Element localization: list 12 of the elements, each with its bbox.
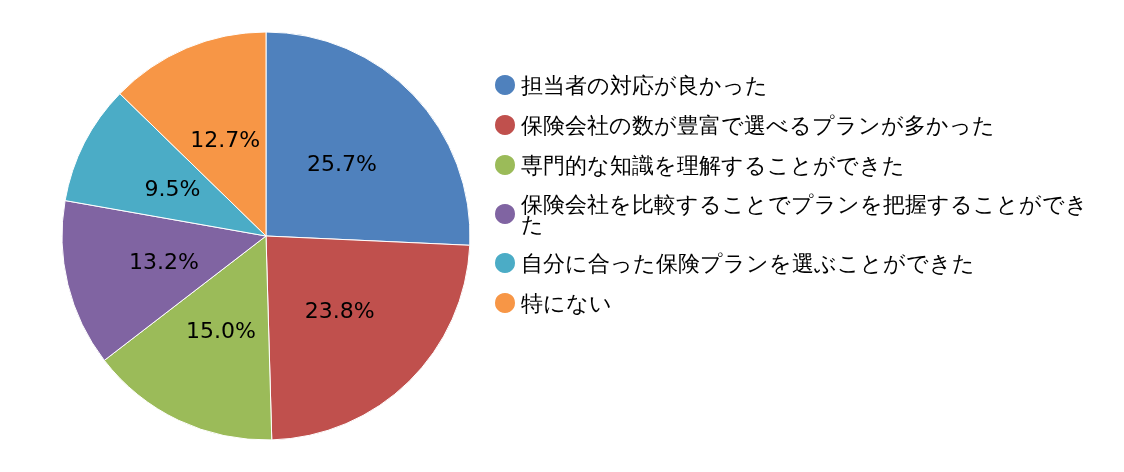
data-label: 15.0% <box>186 318 256 344</box>
data-label: 13.2% <box>129 248 199 274</box>
legend-label: 専門的な知識を理解することができた <box>521 152 905 178</box>
legend-label: 保険会社を比較することでプランを把握することができた <box>521 191 1088 237</box>
legend-label: 担当者の対応が良かった <box>521 72 768 98</box>
data-label: 9.5% <box>144 175 201 201</box>
data-label: 23.8% <box>304 298 375 324</box>
legend-label: 特にない <box>521 290 612 316</box>
data-label: 25.7% <box>306 150 377 176</box>
data-label: 12.7% <box>190 126 261 152</box>
legend-label: 保険会社の数が豊富で選べるプランが多かった <box>521 112 995 138</box>
legend-label: 自分に合った保険プランを選ぶことができた <box>521 250 975 276</box>
